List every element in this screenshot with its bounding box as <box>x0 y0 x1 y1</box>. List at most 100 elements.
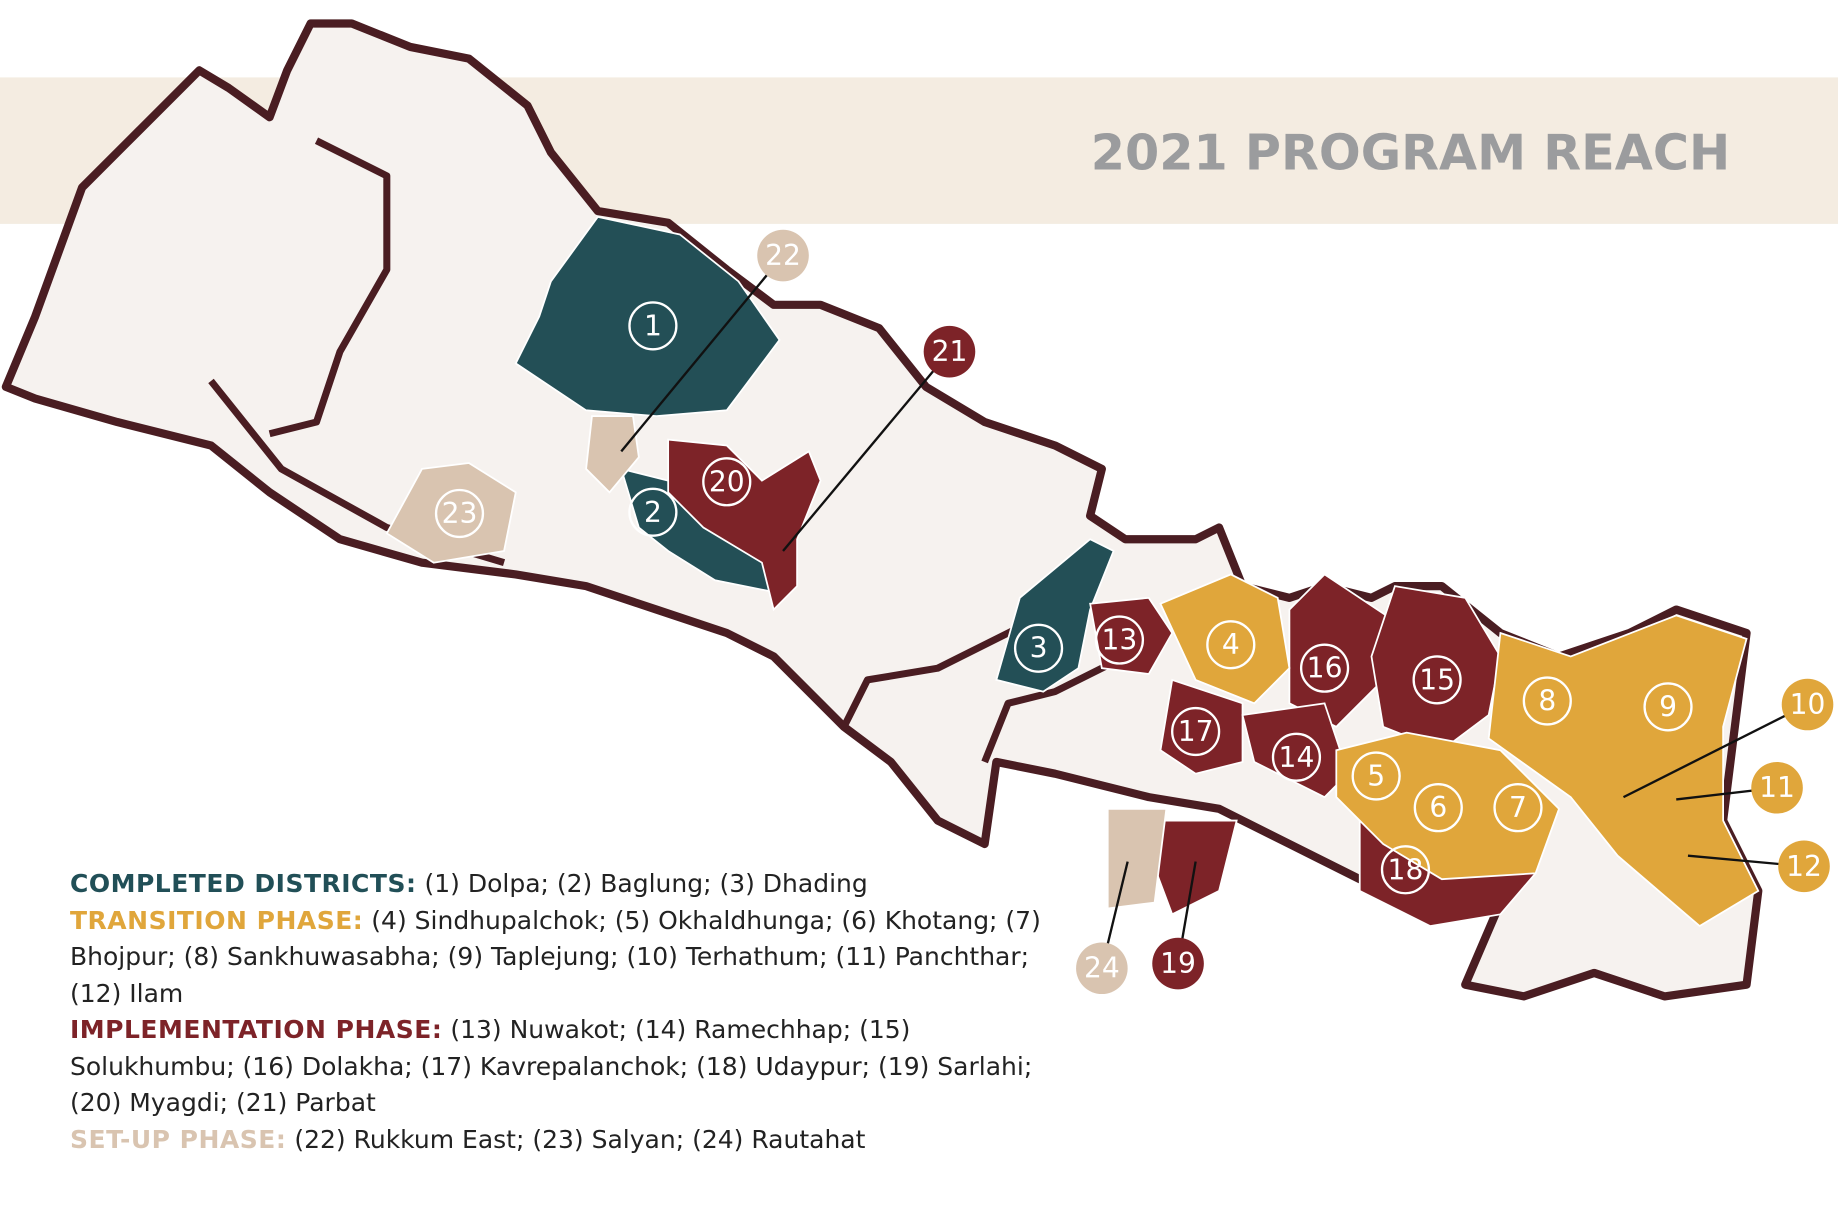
marker-circle <box>923 325 976 378</box>
district-marker: 19 <box>1152 861 1204 990</box>
marker-label: 16 <box>1307 652 1343 685</box>
marker-label: 20 <box>709 465 745 498</box>
marker-circle <box>628 301 678 351</box>
marker-label: 1 <box>644 309 662 342</box>
district-marker: 24 <box>1076 861 1129 995</box>
marker-label: 5 <box>1367 760 1385 793</box>
district-marker: 9 <box>1643 682 1693 732</box>
marker-circle <box>1522 676 1572 726</box>
marker-label: 14 <box>1279 741 1315 774</box>
marker-circle <box>1493 783 1543 833</box>
legend: COMPLETED DISTRICTS: (1) Dolpa; (2) Baglu… <box>70 866 1070 1158</box>
district-marker: 23 <box>434 488 485 539</box>
marker-label: 9 <box>1659 690 1677 723</box>
district-marker: 22 <box>620 229 809 453</box>
marker-label: 7 <box>1509 791 1527 824</box>
legend-entry: IMPLEMENTATION PHASE: (13) Nuwakot; (14) … <box>70 1012 1070 1122</box>
district <box>667 438 822 612</box>
district-marker: 15 <box>1412 655 1462 705</box>
marker-circle <box>1751 761 1803 814</box>
marker-circle <box>1380 845 1431 895</box>
marker-circle <box>1643 682 1693 732</box>
district-marker: 8 <box>1522 676 1572 726</box>
district <box>1089 596 1174 675</box>
district-marker: 1 <box>628 301 678 351</box>
marker-label: 22 <box>765 239 801 272</box>
district <box>585 415 640 494</box>
district <box>385 462 517 564</box>
district-marker: 11 <box>1676 761 1803 814</box>
legend-label: COMPLETED DISTRICTS: <box>70 869 417 898</box>
marker-circle <box>628 487 678 537</box>
marker-circle <box>434 488 485 539</box>
district-marker: 3 <box>1013 623 1064 673</box>
marker-label: 11 <box>1759 771 1795 804</box>
marker-label: 21 <box>932 335 968 368</box>
marker-label: 4 <box>1222 628 1240 661</box>
border <box>981 653 1127 764</box>
district-marker: 4 <box>1206 620 1256 670</box>
districts <box>385 215 1760 928</box>
legend-text: (13) Nuwakot; (14) Ramechhap; (15) Soluk… <box>70 1015 1033 1117</box>
district-marker: 20 <box>702 457 752 507</box>
district-marker: 13 <box>1094 615 1145 665</box>
legend-label: IMPLEMENTATION PHASE: <box>70 1015 443 1044</box>
district <box>514 215 781 418</box>
marker-circle <box>1094 615 1145 665</box>
marker-circle <box>1413 783 1463 833</box>
district-marker: 17 <box>1171 706 1221 757</box>
marker-label: 8 <box>1538 684 1556 717</box>
marker-circle <box>1299 643 1350 693</box>
legend-label: TRANSITION PHASE: <box>70 905 364 935</box>
district-marker: 2 <box>628 487 678 537</box>
marker-label: 19 <box>1160 947 1196 980</box>
marker-label: 23 <box>442 497 478 530</box>
marker-circle <box>702 457 752 507</box>
marker-circle <box>1412 655 1462 705</box>
district-marker: 12 <box>1687 840 1830 893</box>
district <box>1487 614 1760 928</box>
legend-text: (4) Sindhupalchok; (5) Okhaldhunga; (6) … <box>70 905 1041 1008</box>
marker-label: 18 <box>1388 853 1424 886</box>
marker-circle <box>1152 937 1204 990</box>
leader-line <box>1622 703 1809 799</box>
district-marker: 7 <box>1493 783 1543 833</box>
marker-circle <box>1778 840 1830 893</box>
marker-circle <box>1271 732 1322 782</box>
legend-text: (22) Rukkum East; (23) Salyan; (24) Raut… <box>294 1124 866 1154</box>
district <box>995 538 1115 693</box>
district-marker: 5 <box>1351 751 1401 801</box>
marker-label: 2 <box>644 496 662 529</box>
marker-circle <box>1013 623 1064 673</box>
legend-text: (1) Dolpa; (2) Baglung; (3) Dhading <box>424 869 868 898</box>
leader-line <box>620 254 784 453</box>
legend-entry: COMPLETED DISTRICTS: (1) Dolpa; (2) Baglu… <box>70 866 1070 903</box>
district <box>1159 573 1291 705</box>
district-marker: 10 <box>1622 678 1834 799</box>
marker-label: 6 <box>1429 791 1447 824</box>
district <box>1370 585 1502 752</box>
marker-label: 15 <box>1419 663 1455 696</box>
district <box>1106 807 1168 910</box>
marker-circle <box>1076 942 1128 995</box>
district-marker: 6 <box>1413 783 1463 833</box>
marker-circle <box>1206 620 1256 670</box>
district-marker: 14 <box>1271 732 1322 782</box>
marker-label: 10 <box>1790 688 1826 721</box>
leader-line <box>782 350 951 552</box>
district-marker: 18 <box>1380 845 1431 895</box>
marker-label: 17 <box>1178 715 1214 748</box>
marker-circle <box>1171 706 1221 757</box>
marker-label: 3 <box>1030 632 1048 665</box>
marker-label: 24 <box>1084 952 1120 985</box>
marker-label: 12 <box>1786 850 1822 883</box>
district-marker: 21 <box>782 325 976 552</box>
legend-entry: TRANSITION PHASE: (4) Sindhupalchok; (5) … <box>70 903 1070 1013</box>
marker-circle <box>1781 678 1834 731</box>
district <box>1335 731 1561 881</box>
border <box>268 137 391 438</box>
marker-circle <box>757 229 809 282</box>
